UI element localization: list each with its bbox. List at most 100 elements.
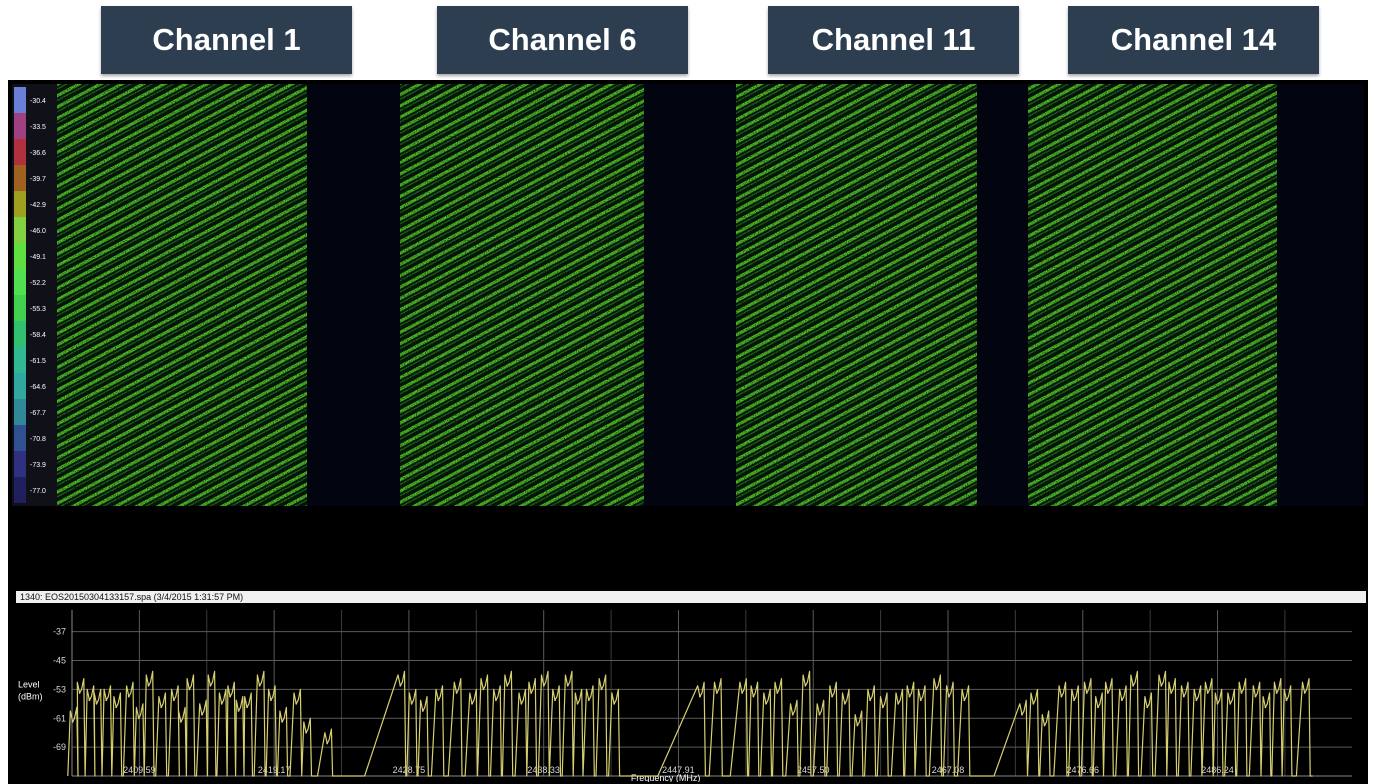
spectrum-peak — [201, 713, 203, 716]
spectrum-peak — [495, 699, 497, 702]
spectrum-peak — [587, 699, 590, 702]
spectrum-peak — [1275, 692, 1278, 694]
spectrum-peak — [137, 717, 140, 720]
spectrum-peak — [437, 699, 440, 702]
spectrum-peak — [506, 684, 509, 687]
y-tick-label: -37 — [53, 627, 66, 637]
scale-swatch — [14, 87, 26, 113]
scale-label: -49.1 — [30, 254, 46, 261]
y-tick-label: -53 — [53, 684, 66, 694]
spectrum-peak — [209, 684, 212, 687]
x-tick-label: 2476.66 — [1067, 765, 1100, 775]
spectrum-peak — [1021, 713, 1023, 716]
spectrum-peak — [1032, 702, 1035, 705]
scale-label: -30.4 — [30, 98, 46, 105]
waterfall-band-noise — [736, 84, 977, 506]
spectrum-trace — [67, 670, 1313, 777]
scale-swatch — [14, 113, 26, 139]
spectrum-peak — [1285, 699, 1288, 702]
waterfall-band-noise — [57, 84, 307, 506]
scale-label: -64.6 — [30, 384, 46, 391]
spectrum-peak — [1073, 699, 1075, 702]
scale-label: -52.2 — [30, 280, 46, 287]
scale-label: -70.8 — [30, 436, 46, 443]
spectrum-peak — [566, 684, 569, 687]
spectrum-peak — [1216, 702, 1219, 705]
x-tick-label: 2467.08 — [932, 765, 965, 775]
spectrum-peak — [908, 695, 911, 698]
spectrum-peak — [188, 688, 191, 691]
spectrum-peak — [270, 699, 272, 702]
spectrum-peak — [180, 721, 182, 723]
spectrum-peak — [95, 702, 98, 705]
waterfall-spectrogram[interactable]: -30.4 -33.5 -36.6 -39.7 -42.9 -46.0 -49.1 -52.2… — [12, 84, 1364, 506]
spectrum-peak — [455, 692, 458, 694]
spectrum-peak — [1043, 724, 1046, 727]
spectrum-peak — [229, 695, 232, 698]
channel-1-label: Channel 1 — [101, 6, 352, 74]
spectrum-peak — [554, 699, 556, 702]
spectrum-peak — [1240, 692, 1243, 694]
spectrum-peak — [818, 713, 821, 716]
scale-swatch — [14, 243, 26, 269]
scale-swatch — [14, 373, 26, 399]
spectrum-peak — [1206, 692, 1209, 694]
scale-swatch — [14, 269, 26, 295]
scale-label: -46.0 — [30, 228, 46, 235]
spectrum-peak — [600, 688, 603, 691]
scale-label: -61.5 — [30, 358, 46, 365]
scale-swatch — [14, 139, 26, 165]
spectrum-peak — [520, 702, 523, 705]
spectrum-peak — [869, 699, 871, 702]
spectrum-chart[interactable]: -37 -45 -53 -61 -69 2409.59 2419.17 2428.75 2438… — [12, 604, 1364, 782]
spectrum-peak — [105, 699, 108, 702]
spectrum-peak — [78, 692, 81, 694]
scale-swatch — [14, 451, 26, 477]
spectrum-peak — [258, 684, 261, 687]
channel-11-label: Channel 11 — [768, 6, 1019, 74]
spectrum-peak — [765, 702, 767, 705]
scale-label: -42.9 — [30, 202, 46, 209]
spectrum-peak — [963, 699, 966, 702]
spectrum-peak — [1146, 706, 1149, 709]
spectrum-peak — [530, 692, 532, 694]
scale-label: -39.7 — [30, 176, 46, 183]
x-tick-label: 2409.59 — [123, 765, 156, 775]
spectrum-peak — [613, 702, 615, 705]
waterfall-caption: 1340: EOS20150304133157.spa (3/4/2015 1:… — [16, 591, 1366, 603]
y-tick-label: -69 — [53, 742, 66, 752]
spectrum-peak — [1254, 695, 1257, 698]
spectrum-peak — [752, 695, 755, 698]
y-axis-unit: (dBm) — [18, 692, 43, 702]
spectrum-peak — [1097, 706, 1099, 709]
spectrum-peak — [1132, 684, 1134, 687]
spectrum-peak — [160, 706, 163, 709]
spectrum-peak — [1170, 692, 1172, 694]
spectrum-analyzer-window: -30.4 -33.5 -36.6 -39.7 -42.9 -46.0 -49.1 -52.2… — [8, 80, 1368, 784]
spectrum-peak — [856, 724, 859, 727]
spectrum-peak — [237, 710, 240, 712]
waterfall-band-noise — [400, 84, 644, 506]
scale-label: -55.3 — [30, 306, 46, 313]
y-tick-label: -45 — [53, 656, 66, 666]
spectrum-peak — [804, 684, 807, 687]
spectrum-peak — [482, 688, 485, 691]
spectrum-peak — [471, 702, 473, 705]
scale-swatch — [14, 399, 26, 425]
channel-14-label: Channel 14 — [1068, 6, 1319, 74]
spectrum-peak — [410, 702, 413, 705]
spectrum-peak — [1229, 702, 1232, 705]
spectrum-peak — [281, 721, 283, 723]
spectrum-peak — [881, 706, 884, 709]
spectrum-peak — [715, 692, 718, 694]
spectrum-peak — [172, 699, 175, 702]
spectrum-peak — [399, 684, 402, 687]
spectrum-peak — [1106, 692, 1109, 694]
scale-label: -67.7 — [30, 410, 46, 417]
spectrum-peak — [1303, 692, 1306, 694]
waterfall-band-noise — [1028, 84, 1277, 506]
spectrum-peak — [542, 684, 545, 687]
spectrum-peak — [220, 702, 223, 705]
spectrum-peak — [935, 688, 938, 691]
spectrum-peak — [948, 695, 950, 698]
